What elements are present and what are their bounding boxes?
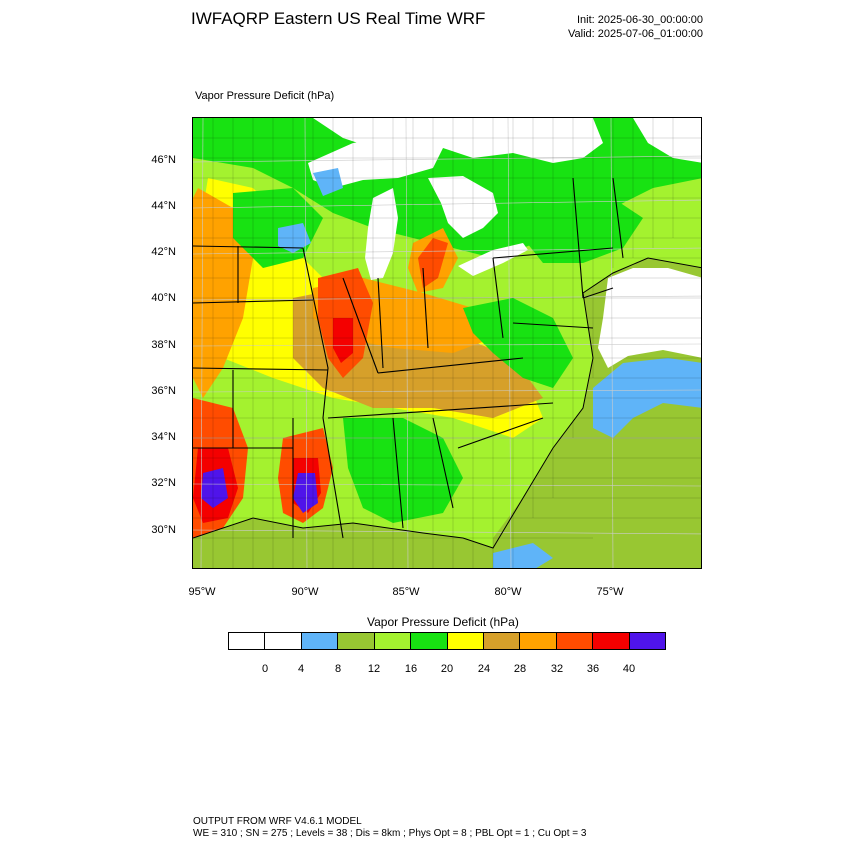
footer-line-1: OUTPUT FROM WRF V4.6.1 MODEL	[193, 816, 362, 827]
lat-label: 32°N	[151, 477, 176, 489]
colorbar-box	[483, 633, 521, 649]
colorbar-label: 4	[297, 663, 305, 675]
colorbar-label: 16	[404, 663, 418, 675]
colorbar-box	[229, 633, 266, 649]
colorbar-label: 20	[440, 663, 454, 675]
lake-michigan	[365, 188, 398, 280]
gulf-blue-patch	[493, 543, 553, 568]
canada-white-top	[313, 118, 603, 163]
colorbar-box	[301, 633, 339, 649]
model-footer: OUTPUT FROM WRF V4.6.1 MODEL WE = 310 ; …	[193, 816, 586, 840]
colorbar	[228, 632, 666, 650]
map-canvas	[193, 118, 701, 568]
colorbar-box	[629, 633, 666, 649]
colorbar-label: 0	[261, 663, 269, 675]
colorbar-label: 24	[477, 663, 491, 675]
lat-label: 30°N	[151, 524, 176, 536]
colorbar-label: 12	[367, 663, 381, 675]
lat-label: 34°N	[151, 431, 176, 443]
lat-label: 38°N	[151, 339, 176, 351]
colorbar-box	[338, 633, 375, 649]
coastline	[193, 257, 701, 549]
init-time: Init: 2025-06-30_00:00:00	[577, 14, 703, 26]
vpd-blue-patch-mn	[313, 168, 343, 196]
vpd-map	[192, 117, 702, 569]
colorbar-label: 32	[550, 663, 564, 675]
colorbar-title: Vapor Pressure Deficit (hPa)	[367, 615, 519, 629]
vpd-max-mississippi	[293, 473, 318, 513]
colorbar-label: 40	[622, 663, 636, 675]
lat-label: 44°N	[151, 200, 176, 212]
vpd-green-ohio-valley	[463, 298, 573, 388]
lon-label: 80°W	[494, 586, 522, 598]
colorbar-box	[520, 633, 557, 649]
lake-huron	[428, 176, 498, 238]
footer-line-2: WE = 310 ; SN = 275 ; Levels = 38 ; Dis …	[193, 828, 587, 839]
valid-time: Valid: 2025-07-06_01:00:00	[568, 28, 703, 40]
lake-superior	[308, 136, 443, 188]
county-borders	[193, 118, 701, 568]
lon-label: 85°W	[392, 586, 420, 598]
lat-label: 40°N	[151, 292, 176, 304]
colorbar-box	[374, 633, 412, 649]
lon-label: 95°W	[188, 586, 216, 598]
colorbar-label: 28	[513, 663, 527, 675]
canada-white-east	[633, 118, 701, 163]
lat-label: 36°N	[151, 385, 176, 397]
lon-label: 75°W	[596, 586, 624, 598]
vpd-deep-red-illinois	[333, 318, 353, 363]
colorbar-box	[447, 633, 484, 649]
colorbar-box	[593, 633, 630, 649]
colorbar-box	[556, 633, 594, 649]
init-valid-times: Init: 2025-06-30_00:00:00 Valid: 2025-07…	[568, 13, 703, 41]
chart-title: IWFAQRP Eastern US Real Time WRF	[191, 9, 486, 28]
lat-label: 42°N	[151, 246, 176, 258]
colorbar-box	[265, 633, 302, 649]
colorbar-label: 8	[334, 663, 342, 675]
colorbar-box	[411, 633, 448, 649]
plot-subtitle: Vapor Pressure Deficit (hPa)	[195, 90, 335, 102]
colorbar-label: 36	[586, 663, 600, 675]
lon-label: 90°W	[291, 586, 319, 598]
vpd-green-northeast	[513, 188, 643, 263]
lat-label: 46°N	[151, 154, 176, 166]
